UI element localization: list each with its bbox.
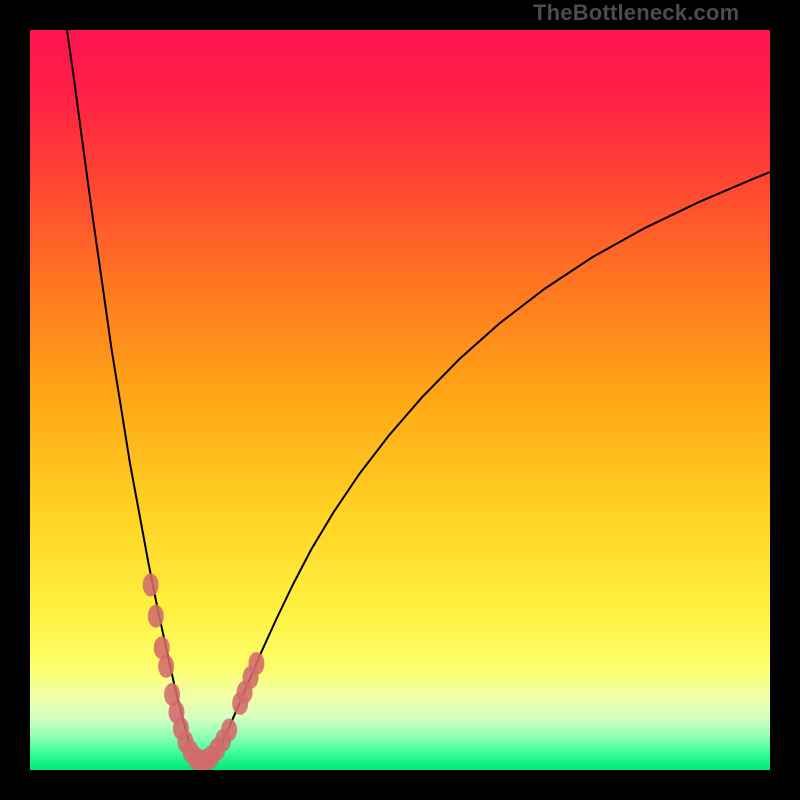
watermark-text: TheBottleneck.com [533, 0, 739, 26]
data-point [148, 605, 164, 628]
plot-background [30, 30, 770, 770]
data-point [158, 655, 174, 678]
chart-frame: TheBottleneck.com [0, 0, 800, 800]
data-point [221, 719, 237, 742]
data-point [143, 574, 159, 597]
data-point [248, 652, 264, 675]
bottleneck-chart [0, 0, 800, 800]
